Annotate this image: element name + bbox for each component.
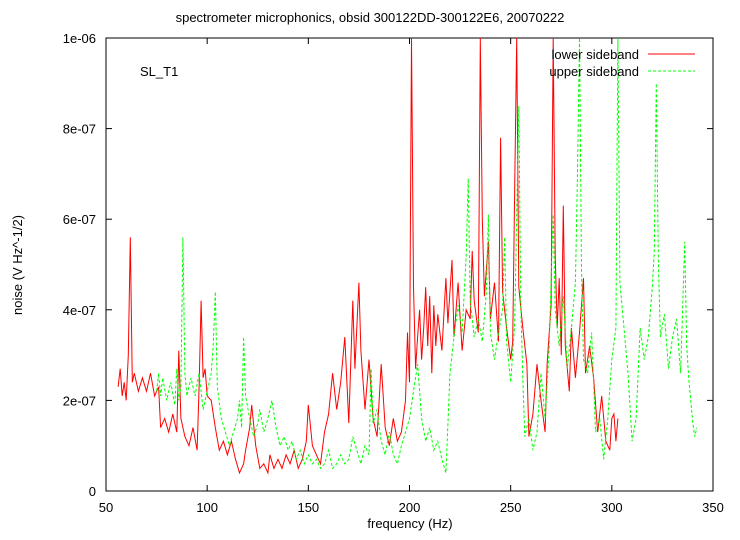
chart-legend: lower sideband upper sideband bbox=[549, 47, 695, 79]
y-tick-label: 8e-07 bbox=[63, 122, 96, 137]
plot-annotation: SL_T1 bbox=[140, 64, 178, 79]
y-tick-label: 2e-07 bbox=[63, 393, 96, 408]
y-tick-label: 0 bbox=[89, 484, 96, 499]
y-tick-label: 4e-07 bbox=[63, 303, 96, 318]
series-line-lower-sideband bbox=[117, 38, 619, 475]
x-axis-ticks: 50 100 150 200 250 300 350 bbox=[99, 38, 724, 515]
x-axis-label: frequency (Hz) bbox=[367, 516, 452, 531]
x-tick-label: 350 bbox=[702, 500, 724, 515]
x-tick-label: 250 bbox=[500, 500, 522, 515]
y-axis-ticks: 0 2e-07 4e-07 6e-07 8e-07 1e-06 bbox=[63, 31, 713, 499]
x-tick-label: 200 bbox=[399, 500, 421, 515]
x-tick-label: 300 bbox=[601, 500, 623, 515]
series-line-upper-sideband bbox=[156, 38, 698, 474]
chart-title: spectrometer microphonics, obsid 300122D… bbox=[176, 10, 565, 25]
x-tick-label: 50 bbox=[99, 500, 113, 515]
y-axis-label: noise (V Hz^-1/2) bbox=[10, 215, 25, 315]
y-tick-label: 1e-06 bbox=[63, 31, 96, 46]
series-layer bbox=[117, 38, 698, 475]
plot-area: 50 100 150 200 250 300 350 0 2e-07 4e-07 6e-07 8e-… bbox=[63, 31, 724, 515]
legend-label: lower sideband bbox=[552, 47, 639, 62]
legend-label: upper sideband bbox=[549, 64, 639, 79]
y-tick-label: 6e-07 bbox=[63, 212, 96, 227]
x-tick-label: 150 bbox=[297, 500, 319, 515]
x-tick-label: 100 bbox=[196, 500, 218, 515]
